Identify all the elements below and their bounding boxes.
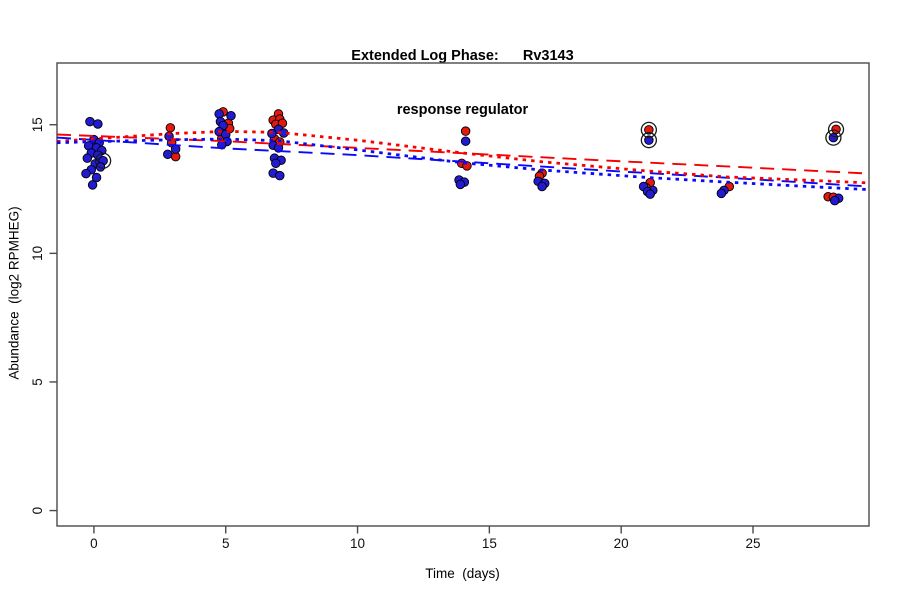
chart-title-line1: Extended Log Phase: Rv3143	[351, 48, 574, 64]
open-circle-marker	[640, 121, 658, 139]
data-point	[275, 170, 285, 181]
x-tick-label: 5	[222, 536, 230, 551]
trendline-blue-dotted-fit	[56, 137, 870, 191]
series-blue-condition	[81, 109, 844, 206]
open-circle-marker	[94, 152, 112, 169]
data-point	[537, 181, 547, 192]
data-point	[645, 189, 655, 199]
data-point	[165, 123, 176, 133]
open-circle-marker	[827, 121, 845, 138]
data-point	[829, 195, 840, 206]
plot-frame	[56, 62, 870, 527]
x-tick-label: 15	[482, 536, 497, 551]
open-circle-marker	[640, 132, 658, 149]
x-tick-label: 20	[614, 536, 629, 551]
data-point	[81, 168, 91, 179]
data-point	[87, 180, 98, 190]
chart-title-line2: response regulator	[396, 102, 529, 118]
data-point	[716, 188, 727, 199]
data-point	[460, 126, 471, 136]
data-point	[460, 136, 471, 146]
y-tick-label: 5	[30, 378, 45, 386]
data-point	[644, 135, 654, 145]
y-axis-label: Abundance (log2 RPMHEG)	[6, 206, 22, 380]
data-point	[91, 172, 102, 183]
x-axis: 0 5 10 15 20 25	[90, 526, 761, 551]
x-axis-label: Time (days)	[425, 566, 500, 581]
x-tick-label: 0	[90, 536, 98, 551]
y-tick-label: 10	[30, 246, 45, 261]
x-tick-label: 25	[745, 536, 760, 551]
y-axis: 0 5 10 15	[30, 117, 57, 514]
y-tick-label: 0	[30, 507, 45, 515]
data-point	[95, 162, 106, 172]
chart-title: Extended Log Phase: Rv3143 response regu…	[25, 11, 900, 155]
data-point	[85, 116, 95, 127]
data-point	[644, 125, 654, 135]
data-point	[226, 110, 236, 121]
data-point	[93, 119, 103, 129]
trendline-red-dotted-fit	[56, 129, 870, 185]
open-circle-marker	[825, 129, 842, 146]
data-point	[271, 158, 281, 169]
data-point	[214, 109, 224, 119]
highlighted-points	[94, 121, 845, 169]
data-point	[162, 149, 173, 160]
data-point	[82, 153, 93, 163]
data-point	[455, 179, 466, 190]
series-red-condition	[165, 107, 841, 203]
y-tick-label: 15	[30, 117, 45, 132]
x-tick-label: 10	[350, 536, 365, 551]
